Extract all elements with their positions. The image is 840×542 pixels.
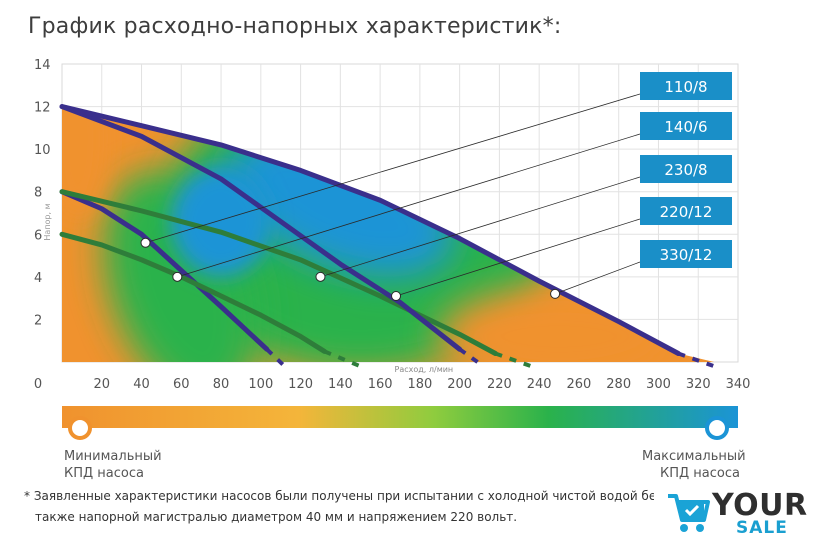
footnote-line-1: * Заявленные характеристики насосов были… bbox=[24, 489, 654, 503]
x-tick-label: 320 bbox=[686, 377, 711, 392]
y-tick-label: 14 bbox=[34, 58, 51, 73]
curve-110-8 bbox=[59, 189, 270, 352]
marker-220-12 bbox=[391, 291, 402, 302]
x-tick-label: 40 bbox=[133, 377, 150, 392]
cart-icon bbox=[668, 494, 710, 532]
curve-140-6 bbox=[59, 231, 327, 354]
curve-dash-220-12 bbox=[458, 347, 485, 368]
footnote-line-2: также напорной магистралью диаметром 40 … bbox=[35, 510, 518, 524]
efficiency-bar bbox=[62, 406, 738, 428]
x-tick-label: 240 bbox=[527, 377, 552, 392]
legend-box-220-12 bbox=[640, 197, 732, 225]
marker-110-8 bbox=[140, 237, 151, 248]
curve-dash-110-8 bbox=[265, 347, 287, 368]
x-tick-label: 340 bbox=[726, 377, 751, 392]
x-tick-label: 60 bbox=[173, 377, 190, 392]
leader-line-140-6 bbox=[177, 133, 641, 278]
curve-dash-230-8 bbox=[494, 351, 532, 369]
max-efficiency-text: Максимальный КПД насоса bbox=[642, 449, 746, 481]
y-axis-label: Напор, м bbox=[43, 203, 52, 240]
y-tick-label: 12 bbox=[34, 101, 51, 116]
min-efficiency-label: Минимальный КПД насоса bbox=[64, 448, 174, 482]
x-tick-label: 280 bbox=[606, 377, 631, 392]
marker-330-12 bbox=[550, 288, 561, 299]
curve-230-8 bbox=[59, 189, 498, 356]
max-efficiency-label: Максимальный КПД насоса bbox=[642, 448, 746, 482]
x-tick-label: 140 bbox=[328, 377, 353, 392]
x-tick-label: 120 bbox=[288, 377, 313, 392]
legend-label-140-6: 140/6 bbox=[664, 118, 707, 136]
marker-230-8 bbox=[315, 271, 326, 282]
page-title: График расходно-напорных характеристик*: bbox=[28, 14, 562, 39]
x-tick-label: 160 bbox=[368, 377, 393, 392]
y-tick-label: 6 bbox=[34, 228, 42, 243]
leader-line-230-8 bbox=[320, 176, 641, 278]
leader-line-110-8 bbox=[145, 93, 641, 244]
curve-330-12 bbox=[59, 104, 681, 356]
max-efficiency-marker bbox=[705, 416, 729, 440]
x-tick-label: 220 bbox=[487, 377, 512, 392]
y-tick-label: 2 bbox=[34, 313, 42, 328]
legend-box-140-6 bbox=[640, 112, 732, 140]
x-tick-label: 300 bbox=[646, 377, 671, 392]
legend-label-230-8: 230/8 bbox=[664, 161, 707, 179]
y-tick-label: 8 bbox=[34, 186, 42, 201]
x-axis-label: Расход, л/мин bbox=[395, 365, 454, 374]
zone-orange-left bbox=[62, 106, 108, 219]
x-tick-label: 100 bbox=[248, 377, 273, 392]
marker-140-6 bbox=[172, 271, 183, 282]
x-tick-label: 180 bbox=[407, 377, 432, 392]
leader-line-220-12 bbox=[395, 218, 641, 297]
legend-box-110-8 bbox=[640, 72, 732, 100]
legend-box-230-8 bbox=[640, 155, 732, 183]
brand-logo[interactable]: YOUR SALE bbox=[664, 486, 834, 538]
x-tick-label: 80 bbox=[213, 377, 230, 392]
curve-220-12 bbox=[59, 104, 463, 352]
leader-line-330-12 bbox=[554, 261, 641, 295]
x-tick-label: 260 bbox=[567, 377, 592, 392]
x-tick-label: 200 bbox=[447, 377, 472, 392]
y-tick-label: 10 bbox=[34, 143, 51, 158]
x-tick-label: 20 bbox=[93, 377, 110, 392]
min-efficiency-marker bbox=[68, 416, 92, 440]
curve-dash-330-12 bbox=[677, 351, 715, 369]
logo-text-your: YOUR bbox=[712, 488, 808, 523]
footnote: * Заявленные характеристики насосов были… bbox=[24, 486, 654, 528]
min-efficiency-text: Минимальный КПД насоса bbox=[64, 449, 162, 481]
legend-label-330-12: 330/12 bbox=[660, 246, 713, 264]
legend-label-220-12: 220/12 bbox=[660, 203, 713, 221]
x-tick-label: 0 bbox=[34, 377, 42, 392]
legend-box-330-12 bbox=[640, 240, 732, 268]
y-tick-label: 4 bbox=[34, 271, 42, 286]
logo-text-sale: SALE bbox=[736, 518, 788, 538]
curve-dash-140-6 bbox=[323, 349, 362, 369]
legend-label-110-8: 110/8 bbox=[664, 78, 707, 96]
